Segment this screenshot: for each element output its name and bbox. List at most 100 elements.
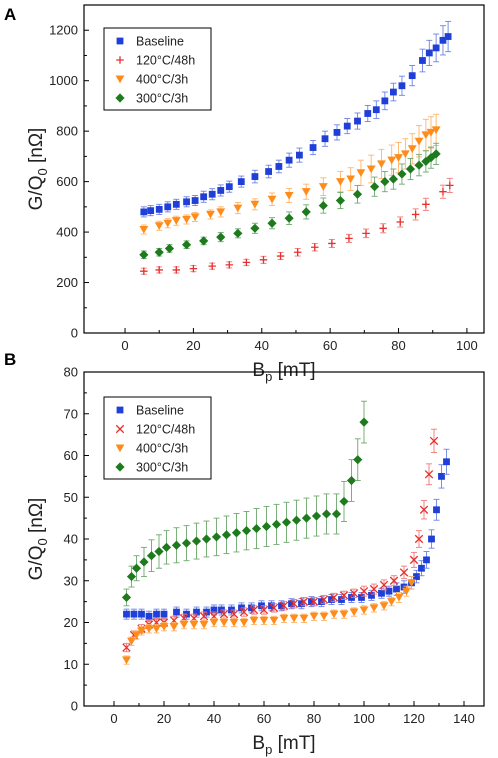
- data-point: [414, 137, 424, 146]
- x-tick-label: 20: [157, 711, 171, 726]
- data-point: [146, 551, 157, 561]
- data-point: [181, 240, 192, 250]
- legend: Baseline 120°C/48h 400°C/3h 300°C/3h: [103, 27, 212, 111]
- data-point: [364, 110, 372, 117]
- data-point: [191, 197, 199, 204]
- data-point: [387, 598, 396, 606]
- y-axis-title: G/Q0 [nΩ]: [26, 498, 50, 581]
- data-point: [329, 610, 339, 619]
- y-axis-title: G/Q0 [nΩ]: [26, 128, 50, 211]
- x-tick-label: 80: [391, 338, 405, 353]
- data-point: [259, 256, 268, 264]
- data-point: [443, 458, 450, 466]
- data-point: [388, 174, 398, 184]
- series-0: [140, 20, 452, 218]
- data-point: [131, 563, 142, 573]
- data-point: [402, 587, 411, 596]
- series-3: [139, 142, 441, 260]
- data-point: [121, 592, 132, 603]
- legend-marker: [116, 406, 124, 414]
- data-point: [343, 122, 351, 130]
- data-point: [331, 509, 342, 519]
- data-point: [426, 128, 436, 137]
- data-point: [405, 164, 416, 174]
- y-tick-label: 80: [64, 365, 78, 380]
- x-tick-label: 120: [403, 711, 425, 726]
- data-point: [339, 610, 349, 619]
- data-point: [311, 243, 319, 251]
- data-point: [278, 602, 285, 610]
- data-point: [285, 156, 293, 164]
- data-point: [319, 612, 329, 621]
- y-tick-label: 50: [64, 490, 78, 505]
- data-point: [172, 266, 181, 274]
- y-tick-label: 1200: [49, 23, 78, 38]
- data-point: [446, 181, 454, 190]
- data-point: [346, 475, 357, 486]
- data-point: [407, 579, 416, 588]
- data-point: [301, 188, 311, 196]
- data-point: [275, 163, 283, 170]
- data-point: [199, 612, 209, 621]
- data-point: [389, 576, 399, 585]
- legend-entry: 120°C/48h: [136, 423, 195, 437]
- data-point: [233, 228, 243, 238]
- data-point: [199, 621, 209, 629]
- data-point: [425, 49, 433, 57]
- data-point: [379, 224, 387, 233]
- data-point: [265, 168, 273, 175]
- data-point: [154, 546, 164, 557]
- data-point: [289, 599, 299, 608]
- data-point: [339, 591, 349, 600]
- y-tick-label: 70: [64, 406, 78, 421]
- data-point: [309, 144, 317, 151]
- y-tick-label: 1000: [49, 73, 78, 88]
- data-point: [421, 131, 431, 140]
- data-point: [333, 129, 341, 136]
- data-point: [137, 627, 146, 636]
- data-point: [358, 594, 365, 601]
- y-tick-label: 20: [64, 615, 78, 630]
- data-point: [164, 203, 172, 211]
- data-point: [359, 586, 369, 596]
- data-point: [171, 540, 182, 550]
- panel-letter-a: A: [4, 5, 16, 24]
- x-tick-label: 0: [110, 711, 117, 726]
- y-tick-label: 0: [71, 326, 78, 341]
- data-point: [397, 169, 407, 179]
- data-point: [335, 195, 346, 206]
- data-point: [433, 506, 440, 514]
- data-point: [271, 519, 282, 529]
- y-tick-label: 60: [64, 448, 78, 463]
- legend-entry: 400°C/3h: [136, 73, 188, 87]
- data-point: [293, 248, 302, 257]
- data-point: [413, 573, 420, 580]
- data-point: [321, 509, 332, 519]
- data-point: [288, 600, 295, 608]
- data-point: [267, 195, 277, 204]
- data-point: [409, 555, 419, 565]
- data-point: [225, 183, 233, 191]
- panel-letter-b: B: [4, 350, 16, 369]
- data-point: [368, 591, 375, 599]
- x-tick-label: 100: [456, 338, 478, 353]
- data-point: [308, 598, 315, 606]
- legend: Baseline 120°C/48h 400°C/3h 300°C/3h: [103, 396, 212, 480]
- data-point: [328, 239, 336, 248]
- data-point: [309, 597, 319, 606]
- data-point: [173, 608, 180, 616]
- data-point: [345, 234, 353, 243]
- data-point: [169, 623, 179, 631]
- data-point: [319, 595, 329, 604]
- data-point: [431, 126, 441, 135]
- data-point: [259, 605, 269, 615]
- data-point: [431, 149, 441, 159]
- data-point: [122, 656, 131, 665]
- legend-entry: 400°C/3h: [136, 442, 188, 456]
- legend-marker: [115, 75, 125, 84]
- data-point: [219, 609, 229, 619]
- data-point: [217, 187, 225, 194]
- legend-marker: [116, 37, 124, 45]
- data-point: [444, 33, 452, 40]
